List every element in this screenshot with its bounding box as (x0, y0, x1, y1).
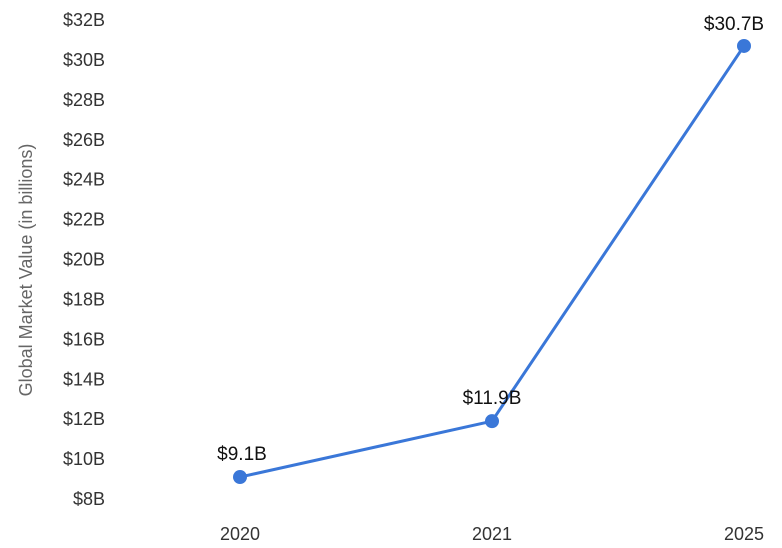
y-tick-label: $18B (63, 289, 105, 309)
y-axis-title: Global Market Value (in billions) (16, 144, 36, 397)
x-tick-label: 2020 (220, 524, 260, 544)
x-tick-label: 2025 (724, 524, 764, 544)
series-line (239, 45, 746, 479)
y-tick-label: $32B (63, 10, 105, 30)
data-point (485, 414, 499, 429)
y-tick-label: $12B (63, 409, 105, 429)
y-tick-label: $28B (63, 90, 105, 110)
y-tick-label: $10B (63, 449, 105, 469)
y-tick-label: $16B (63, 329, 105, 349)
data-point (233, 470, 247, 485)
data-label: $11.9B (463, 388, 522, 409)
y-tick-label: $24B (63, 170, 105, 190)
series-layer: $9.1B $11.9B $30.7B (217, 14, 764, 485)
y-tick-label: $26B (63, 130, 105, 150)
x-tick-label: 2021 (472, 524, 512, 544)
data-label: $9.1B (217, 444, 267, 465)
x-axis-ticks: 2020 2021 2025 (220, 524, 764, 544)
y-tick-label: $20B (63, 250, 105, 270)
y-tick-label: $14B (63, 369, 105, 389)
data-point (737, 38, 751, 53)
y-tick-label: $8B (73, 489, 105, 509)
y-axis-ticks: $8B $10B $12B $14B $16B $18B $20B $22B $24B $26B $… (63, 10, 105, 509)
data-label: $30.7B (704, 14, 764, 35)
y-tick-label: $22B (63, 210, 105, 230)
y-tick-label: $30B (63, 50, 105, 70)
